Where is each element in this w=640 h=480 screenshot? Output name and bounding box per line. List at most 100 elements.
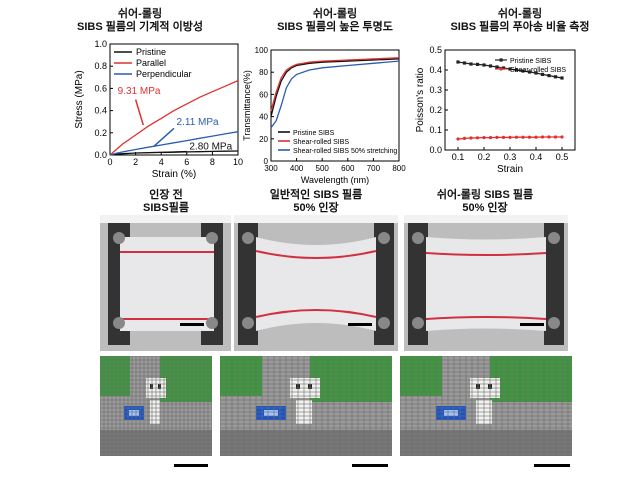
panel-b-title-line2: SIBS 필름의 높은 투명도 [277, 21, 393, 33]
transmittance-chart: 300 400 500 600 700 800 0 20 40 60 80 100 Wavelength… [242, 46, 406, 185]
plot-frame [109, 43, 239, 156]
y-tick-label: 60 [259, 90, 268, 99]
y-tick-label: 100 [255, 46, 269, 55]
x-tick-label: 0.5 [556, 152, 569, 162]
photo-2-title-line1: 일반적인 SIBS 필름 [269, 189, 363, 201]
data-point [540, 72, 545, 76]
series-line-0 [270, 58, 400, 117]
x-tick-label: 2 [133, 157, 138, 167]
legend-label: Shear-rolled SIBS [293, 139, 349, 146]
data-point [501, 135, 506, 139]
annotation-label: 2.80 MPa [189, 141, 232, 152]
annotation-arrow [163, 150, 187, 154]
y-tick-label: 0.0 [94, 150, 107, 160]
y-tick-label: 0.4 [94, 106, 107, 116]
data-point [514, 135, 519, 139]
photo-2-title: 일반적인 SIBS 필름 50% 인장 [234, 189, 398, 215]
data-point [534, 71, 538, 75]
data-point [521, 69, 525, 73]
legend-label: Shear-rolled SIBS [510, 67, 566, 74]
data-point [495, 135, 499, 139]
data-point [560, 76, 564, 80]
scale-bar [534, 464, 570, 467]
data-point [527, 135, 532, 139]
legend-label: Pristine SIBS [293, 130, 335, 137]
x-tick-label: 8 [210, 157, 215, 167]
photo-1-title-line2: SIBS필름 [143, 202, 189, 214]
legend-label: Pristine SIBS [510, 58, 552, 65]
x-tick-label: 500 [316, 164, 330, 173]
data-point [462, 136, 467, 140]
x-tick-label: 600 [341, 164, 355, 173]
x-axis-label: Strain [497, 164, 523, 175]
x-tick-label: 6 [184, 157, 189, 167]
data-point [560, 135, 564, 139]
legend-label: Shear-rolled SIBS 50% stretching [293, 148, 397, 155]
y-tick-label: 0.2 [94, 128, 107, 138]
x-tick-label: 0.1 [452, 152, 465, 162]
series-line-1 [109, 80, 239, 156]
film-photo-shear-rolled-stretched [404, 215, 568, 351]
data-point [553, 75, 558, 79]
data-point [508, 135, 512, 139]
pixel-display-photo-shear-rolled-stretched [400, 356, 572, 456]
data-point [488, 64, 493, 68]
series-line-1 [270, 57, 400, 112]
data-point [456, 137, 460, 141]
panel-b-title-line1: 쉬어-롤링 [312, 8, 358, 20]
y-axis-label: Transmittance(%) [242, 70, 252, 141]
y-tick-label: 0.3 [429, 85, 442, 95]
panel-b-title: 쉬어-롤링 SIBS 필름의 높은 투명도 [250, 8, 420, 34]
panel-c-title: 쉬어-롤링 SIBS 필름의 푸아송 비율 측정 [420, 8, 620, 34]
data-point [527, 70, 532, 74]
legend-label: Parallel [136, 58, 166, 68]
film-photo-unstretched [100, 215, 231, 351]
scale-bar [520, 323, 544, 326]
data-point [547, 74, 551, 78]
annotation-arrow [134, 99, 144, 126]
scale-bar [174, 464, 208, 467]
y-tick-label: 80 [259, 68, 268, 77]
data-point [547, 135, 551, 139]
x-tick-label: 300 [264, 164, 278, 173]
x-tick-label: 4 [159, 157, 164, 167]
y-tick-label: 0 [264, 157, 269, 166]
x-tick-label: 400 [290, 164, 304, 173]
legend-marker [499, 67, 503, 71]
y-tick-label: 0.0 [429, 145, 442, 155]
y-tick-label: 1.0 [94, 40, 107, 49]
data-point [495, 65, 499, 69]
x-tick-label: 10 [233, 157, 243, 167]
plot-frame [444, 49, 576, 151]
data-point [475, 62, 480, 66]
photo-1-title: 인장 전 SIBS필름 [100, 189, 232, 215]
scale-bar [352, 464, 388, 467]
panel-a-title-line1: 쉬어-롤링 [117, 8, 163, 20]
data-point [540, 135, 545, 139]
data-point [508, 67, 512, 71]
pixel-display-photo-unstretched [100, 356, 212, 456]
data-point [521, 135, 525, 139]
photo-3-title-line2: 50% 인장 [462, 202, 508, 214]
panel-a-title: 쉬어-롤링 SIBS 필름의 기계적 이방성 [50, 8, 230, 34]
y-axis-label: Stress (MPa) [74, 70, 85, 128]
photo-2-title-line2: 50% 인장 [293, 202, 339, 214]
data-point [469, 62, 473, 66]
legend-marker [499, 58, 503, 62]
annotation-label: 9.31 MPa [118, 86, 161, 97]
y-tick-label: 0.5 [429, 45, 442, 55]
x-axis-label: Strain (%) [152, 169, 196, 180]
x-tick-label: 0.4 [530, 152, 543, 162]
x-tick-label: 800 [392, 164, 406, 173]
data-point [553, 135, 558, 139]
panel-c-title-line1: 쉬어-롤링 [497, 8, 543, 20]
plot-frame [270, 49, 400, 162]
data-point [534, 135, 538, 139]
data-point [514, 68, 519, 72]
data-point [482, 63, 486, 67]
y-tick-label: 20 [259, 135, 268, 144]
data-point [482, 136, 486, 140]
data-point [462, 61, 467, 65]
y-tick-label: 0.8 [94, 61, 107, 71]
legend-label: Perpendicular [136, 69, 192, 79]
